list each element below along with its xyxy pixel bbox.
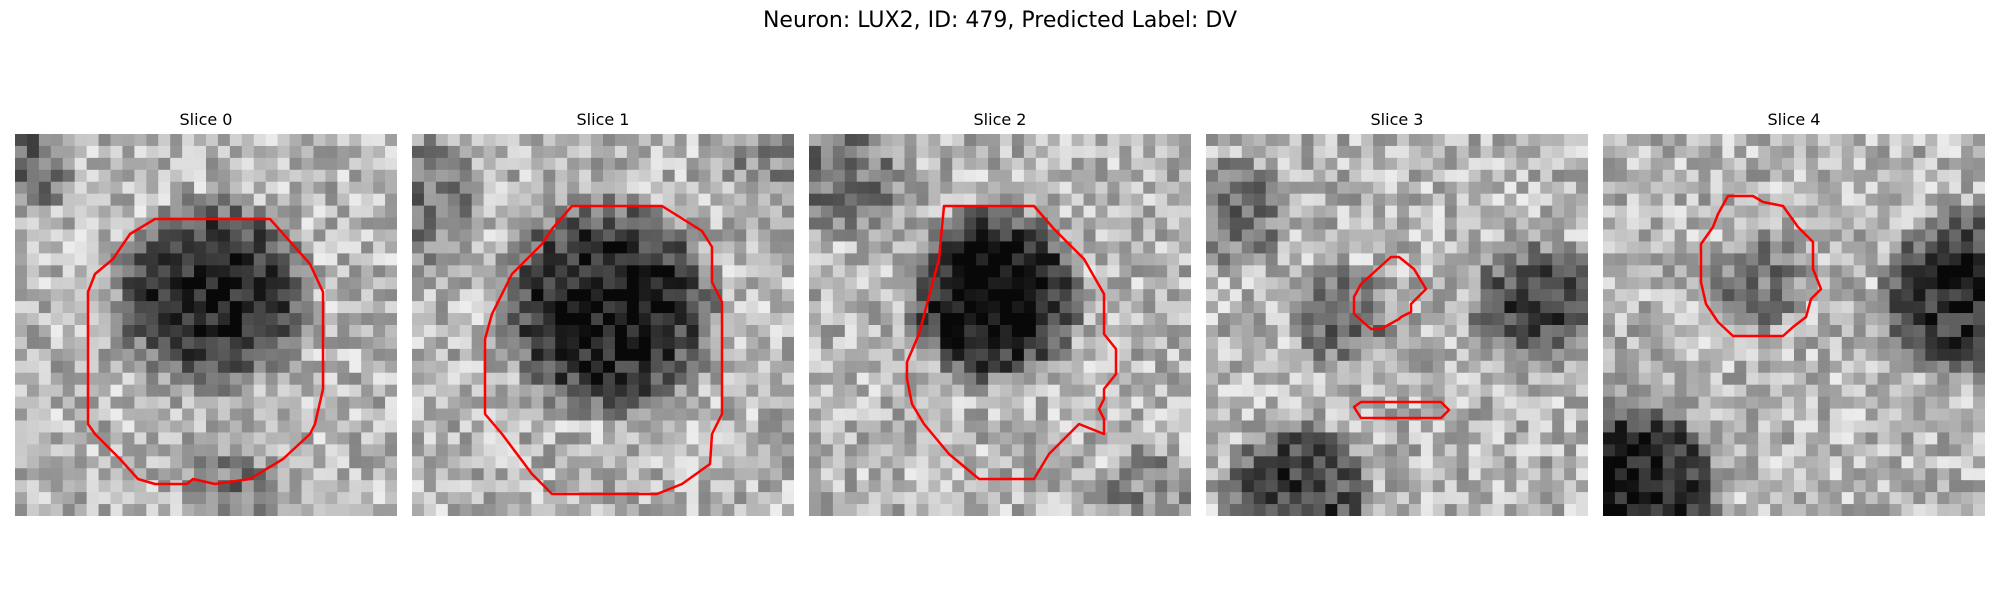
figure-title: Neuron: LUX2, ID: 479, Predicted Label: … <box>762 8 1238 33</box>
slice-title-2: Slice 2 <box>973 110 1027 129</box>
slice-pixels-4 <box>1603 134 1985 516</box>
slice-title-3: Slice 3 <box>1370 110 1424 129</box>
cell-outline-0 <box>86 217 325 486</box>
slice-image-3 <box>1206 134 1588 516</box>
slice-pixels-2 <box>809 134 1191 516</box>
slice-image-0 <box>15 134 397 516</box>
slice-title-1: Slice 1 <box>576 110 630 129</box>
slice-title-4: Slice 4 <box>1767 110 1821 129</box>
slice-pixels-1 <box>412 134 794 516</box>
slice-image-2 <box>809 134 1191 516</box>
cell-outline-1 <box>483 204 724 496</box>
cell-outline-3a <box>1352 255 1428 331</box>
cell-outline-2 <box>905 204 1118 481</box>
slice-pixels-3 <box>1206 134 1588 516</box>
slice-image-1 <box>412 134 794 516</box>
cell-outline-4 <box>1699 194 1823 338</box>
slice-image-4 <box>1603 134 1985 516</box>
slice-title-0: Slice 0 <box>179 110 233 129</box>
slice-pixels-0 <box>15 134 397 516</box>
cell-outline-3b <box>1352 400 1451 420</box>
